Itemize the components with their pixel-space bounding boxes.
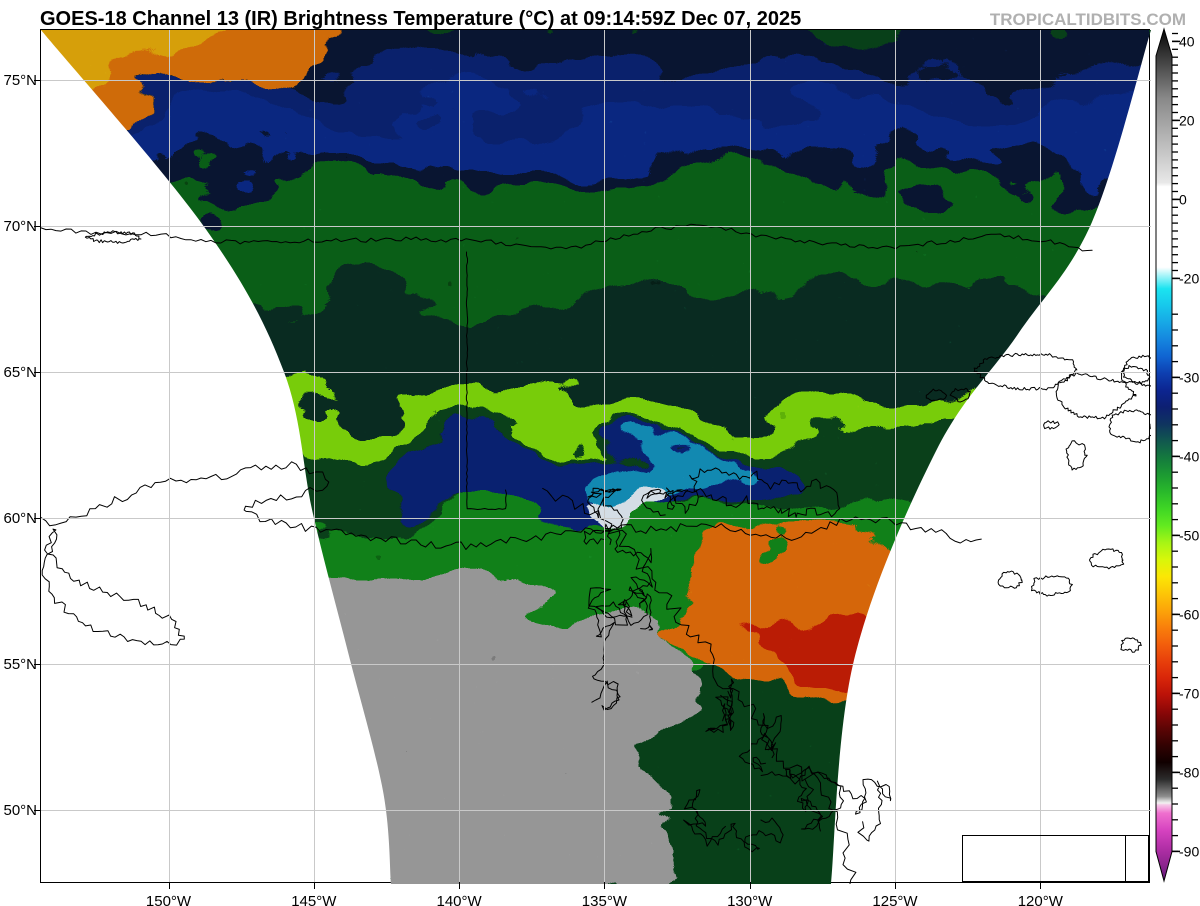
- svg-text:0: 0: [1179, 191, 1187, 207]
- svg-text:-80: -80: [1179, 764, 1199, 780]
- svg-text:-40: -40: [1179, 448, 1199, 464]
- svg-text:-30: -30: [1179, 369, 1199, 385]
- svg-text:-20: -20: [1179, 270, 1199, 286]
- svg-text:20: 20: [1179, 112, 1195, 128]
- svg-text:-50: -50: [1179, 527, 1199, 543]
- svg-text:-90: -90: [1179, 843, 1199, 859]
- svg-text:40: 40: [1179, 33, 1195, 49]
- svg-text:-60: -60: [1179, 606, 1199, 622]
- svg-text:-70: -70: [1179, 685, 1199, 701]
